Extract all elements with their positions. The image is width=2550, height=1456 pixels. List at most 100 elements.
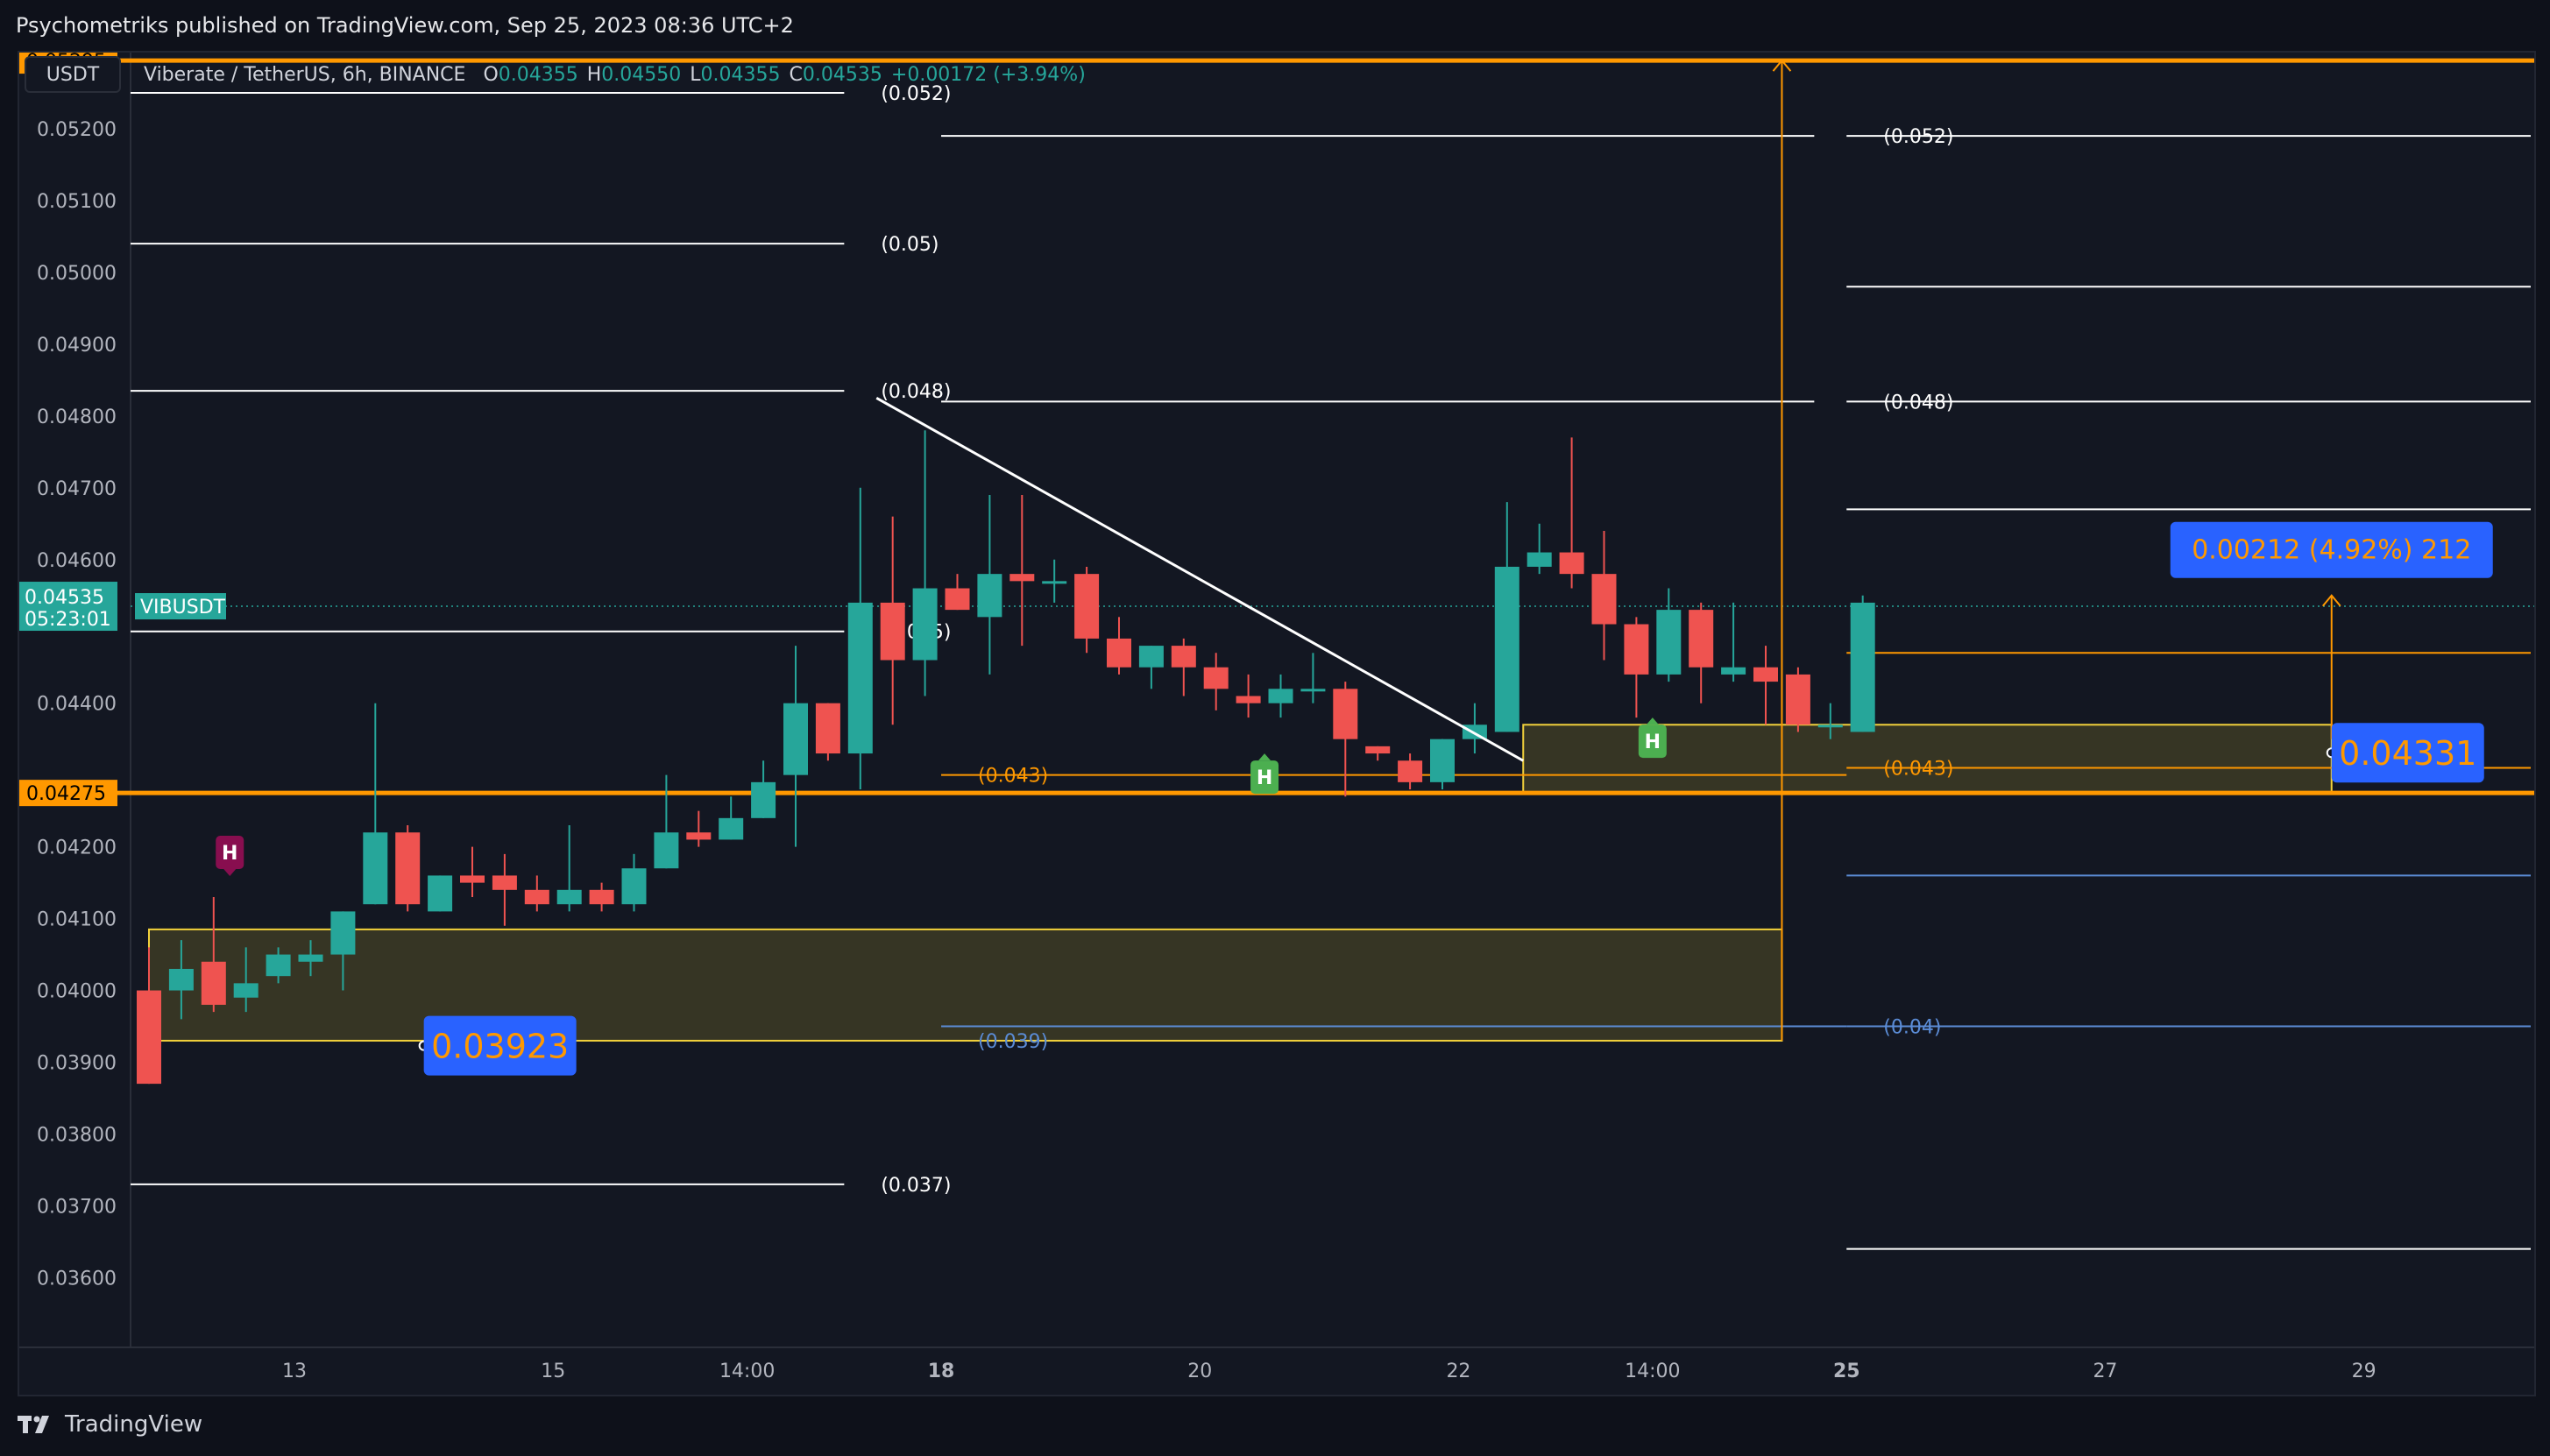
candle-body: [1785, 674, 1810, 725]
candle-body: [621, 868, 647, 905]
candle-body: [977, 574, 1002, 618]
candle-body: [1656, 610, 1682, 675]
signal-marker-label: H: [1257, 767, 1272, 789]
candle-body: [1107, 638, 1131, 668]
level-label-right: (0.04): [1883, 1017, 1941, 1039]
y-tick-label: 0.04200: [37, 838, 117, 859]
footer-bar: TradingView: [0, 1393, 2550, 1456]
key-level-price-tag: 0.04275: [19, 780, 117, 807]
level-label-right: (0.048): [1883, 392, 1953, 413]
level-label-left: (0.05): [881, 234, 939, 256]
candle-body: [945, 588, 970, 611]
candle: [298, 940, 323, 977]
candle: [751, 760, 776, 818]
candle-body: [1689, 610, 1714, 668]
y-tick-label: 0.04100: [37, 909, 117, 931]
chart-canvas[interactable]: 0.05200 0.05100 0.05000 0.04900 0.04800 0.047…: [19, 53, 2534, 1395]
x-tick-label: 20: [1187, 1361, 1212, 1382]
candle: [168, 940, 194, 1020]
candle-body: [751, 781, 776, 818]
signal-marker: H: [1250, 753, 1279, 795]
chart-pane[interactable]: 0.05200 0.05100 0.05000 0.04900 0.04800 0.047…: [18, 51, 2536, 1396]
candle-body: [524, 889, 549, 905]
signal-marker-label: H: [1645, 732, 1661, 753]
candle-body: [847, 602, 873, 754]
signal-marker: H: [216, 836, 244, 876]
candle: [977, 494, 1002, 675]
candle: [1107, 617, 1131, 675]
candle: [1430, 739, 1455, 790]
y-tick-label: 0.04600: [37, 550, 117, 572]
currency-button[interactable]: USDT: [25, 56, 121, 93]
candle: [233, 947, 259, 1013]
demand-zone: [148, 928, 1783, 1042]
candle: [1721, 602, 1746, 682]
last-price-label: 0.04535: [25, 587, 104, 609]
legend-open: O 0.04355: [483, 63, 578, 86]
candle-body: [428, 875, 453, 912]
measure-tool: 0.01287 (32.15%) 1287: [1772, 59, 1792, 1041]
symbol-title[interactable]: Viberate / TetherUS, 6h, BINANCE: [144, 63, 466, 86]
candle-body: [1236, 696, 1261, 703]
publisher-header: Psychometriks published on TradingView.c…: [0, 0, 2550, 51]
y-tick-label: 0.03700: [37, 1196, 117, 1218]
price-tag-label: 0.04331: [2339, 734, 2476, 773]
candle-body: [330, 911, 356, 955]
candle-body: [1138, 646, 1164, 668]
candle: [1753, 646, 1778, 725]
candle-body: [1721, 667, 1746, 675]
candle-body: [1430, 739, 1455, 782]
x-tick-label: 15: [541, 1361, 565, 1382]
legend-low: L 0.04355: [690, 63, 781, 86]
candle: [428, 875, 453, 912]
candle: [654, 774, 679, 869]
x-tick-label: 14:00: [719, 1361, 775, 1382]
candle-body: [298, 954, 323, 962]
measure-label-box: [2170, 521, 2493, 578]
candle: [1494, 502, 1519, 732]
y-tick-label: 0.04400: [37, 694, 117, 716]
y-tick-label: 0.04700: [37, 478, 117, 500]
x-tick-label: 22: [1446, 1361, 1470, 1382]
candle-body: [589, 889, 614, 905]
tradingview-logo[interactable]: TradingView: [18, 1411, 202, 1438]
candle: [880, 516, 905, 725]
candle: [1042, 559, 1067, 603]
y-tick-label: 0.04000: [37, 981, 117, 1003]
candle-body: [1559, 552, 1584, 575]
candle: [719, 796, 744, 840]
candle-body: [1074, 574, 1100, 639]
candle: [1009, 494, 1035, 647]
price-tag: 0.04331: [2326, 723, 2484, 783]
candle-body: [686, 832, 712, 840]
symbol-tag: VIBUSDT: [135, 593, 226, 620]
candle: [1656, 588, 1682, 682]
currency-button-label: USDT: [46, 63, 100, 86]
candle: [1559, 437, 1584, 589]
candle-body: [1268, 689, 1293, 703]
brand-label: TradingView: [65, 1411, 203, 1438]
candle: [1365, 746, 1391, 761]
candle-body: [1591, 574, 1617, 625]
candle: [1268, 674, 1293, 718]
level-label-left: (0.048): [881, 381, 951, 403]
y-tick-label: 0.03800: [37, 1124, 117, 1146]
candle-body: [1042, 581, 1067, 584]
candle: [815, 703, 840, 761]
candle: [460, 846, 485, 897]
y-tick-label: 0.05200: [37, 119, 117, 141]
candle: [137, 947, 161, 1085]
candle-body: [1300, 689, 1326, 692]
x-tick-label: 13: [282, 1361, 307, 1382]
candle: [1398, 753, 1423, 790]
legend-close: C 0.04535: [789, 63, 882, 86]
candle-body: [1365, 746, 1391, 754]
candle-body: [233, 983, 259, 998]
candle: [1203, 653, 1229, 710]
candle-body: [1398, 760, 1423, 782]
candle: [1138, 646, 1164, 689]
candle-body: [363, 832, 388, 905]
candle-body: [783, 703, 808, 775]
y-tick-label: 0.03900: [37, 1053, 117, 1075]
